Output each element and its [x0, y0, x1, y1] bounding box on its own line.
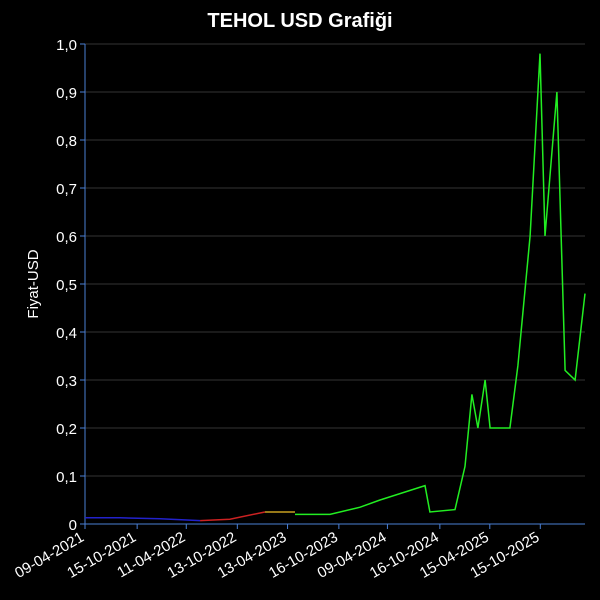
y-axis-label: Fiyat-USD [25, 249, 42, 318]
y-tick-label: 0,4 [56, 325, 77, 342]
y-tick-label: 0,5 [56, 277, 77, 294]
y-tick-label: 0,1 [56, 469, 77, 486]
price-line [295, 53, 586, 516]
chart-title: TEHOL USD Grafiği [207, 10, 392, 32]
y-tick-label: 0,2 [56, 421, 77, 438]
y-tick-label: 1,0 [56, 37, 77, 54]
y-tick-label: 0,8 [56, 133, 77, 150]
y-tick-label: 0 [69, 517, 77, 534]
price-line [200, 511, 266, 522]
y-tick-label: 0,6 [56, 229, 77, 246]
y-tick-label: 0,3 [56, 373, 77, 390]
price-line [85, 517, 201, 522]
y-tick-label: 0,7 [56, 181, 77, 198]
y-tick-label: 0,9 [56, 85, 77, 102]
